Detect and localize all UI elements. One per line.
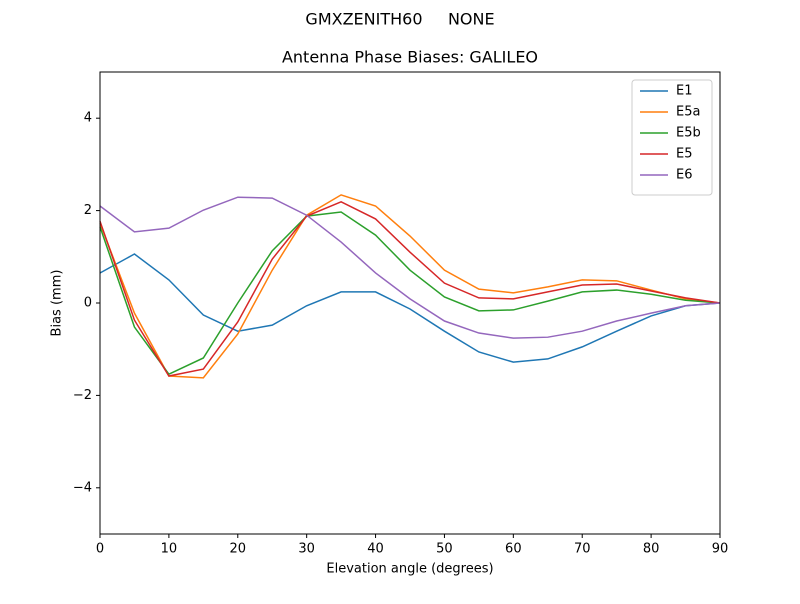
legend-box (631, 79, 713, 196)
legend-label: E1 (676, 84, 693, 99)
line-series (99, 253, 721, 363)
x-axis-label: Elevation angle (degrees) (326, 562, 493, 577)
legend-label: E5 (676, 147, 693, 162)
y-tick-label: 0 (84, 296, 92, 311)
y-tick-label: −4 (73, 480, 92, 495)
x-tick-label: 70 (574, 542, 591, 557)
x-tick-label: 40 (367, 542, 384, 557)
line-series (99, 200, 721, 377)
x-tick-label: 20 (230, 542, 247, 557)
y-tick-label: 4 (84, 111, 92, 126)
x-tick-label: 60 (505, 542, 522, 557)
x-tick-label: 80 (643, 542, 660, 557)
legend-label: E6 (676, 168, 693, 183)
x-tick-label: 30 (298, 542, 315, 557)
line-series (99, 211, 721, 376)
legend-label: E5a (676, 105, 700, 120)
legend-label: E5b (676, 126, 701, 141)
x-tick-label: 10 (161, 542, 178, 557)
line-series (99, 196, 721, 339)
y-axis-label: Bias (mm) (50, 270, 65, 337)
x-tick-label: 0 (96, 542, 104, 557)
y-tick-label: 2 (84, 203, 92, 218)
suptitle: GMXZENITH60 NONE (305, 10, 494, 29)
plot-frame (99, 71, 721, 535)
x-tick-label: 50 (436, 542, 453, 557)
y-tick-label: −2 (73, 388, 92, 403)
line-series (99, 194, 721, 379)
chart-title: Antenna Phase Biases: GALILEO (282, 48, 538, 67)
x-tick-label: 90 (712, 542, 729, 557)
